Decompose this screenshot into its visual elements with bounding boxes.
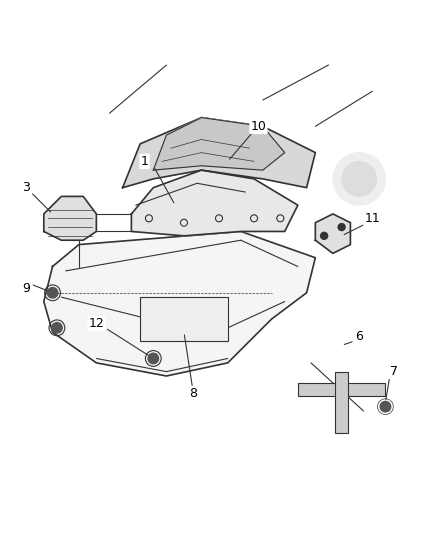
Polygon shape — [153, 118, 285, 170]
Polygon shape — [44, 197, 96, 240]
Polygon shape — [131, 170, 298, 236]
Polygon shape — [315, 214, 350, 253]
Circle shape — [321, 232, 328, 239]
Text: 12: 12 — [88, 317, 104, 330]
Bar — [140, 297, 228, 341]
Text: 9: 9 — [22, 282, 30, 295]
Text: 10: 10 — [251, 120, 266, 133]
Circle shape — [342, 161, 377, 197]
Text: 1: 1 — [141, 155, 148, 168]
Bar — [335, 372, 348, 433]
Circle shape — [338, 223, 345, 231]
Polygon shape — [123, 118, 315, 188]
Text: 8: 8 — [189, 387, 197, 400]
Text: 3: 3 — [22, 181, 30, 194]
Bar — [298, 383, 385, 395]
Circle shape — [148, 353, 159, 364]
Text: 11: 11 — [364, 212, 380, 225]
Text: 6: 6 — [355, 330, 363, 343]
Polygon shape — [44, 231, 315, 376]
Circle shape — [333, 152, 385, 205]
Circle shape — [52, 322, 62, 333]
Circle shape — [47, 287, 58, 298]
Text: 7: 7 — [390, 365, 398, 378]
Circle shape — [380, 401, 391, 412]
